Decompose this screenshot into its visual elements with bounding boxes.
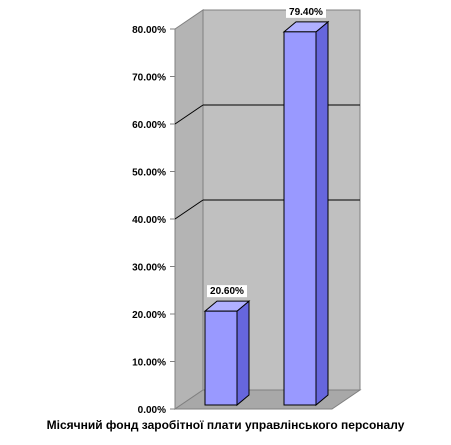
y-tick-label: 20.00% [132,310,166,321]
y-tick-label: 10.00% [132,358,166,369]
data-label-text: 79.40% [289,7,323,18]
bar-front [204,310,238,406]
bars [203,20,330,407]
x-axis-label: Місячний фонд заробітної плати управлінс… [46,418,405,432]
y-axis-ticks: 0.00% 10.00% 20.00% 30.00% 40.00% 50.00% 60.00… [132,25,175,416]
y-tick-label: 80.00% [132,25,166,36]
bar [203,300,251,407]
bar-front [283,31,317,406]
bar-side [315,20,329,407]
data-label: 20.60% [207,285,247,298]
gridline-side [174,199,204,220]
y-tick-label: 60.00% [132,120,166,131]
bar-side [236,300,250,407]
data-label-bg [286,5,326,18]
data-label-text: 20.60% [210,286,244,297]
y-tick-label: 0.00% [138,405,166,416]
gridlines [174,104,360,220]
y-tick-label: 30.00% [132,263,166,274]
data-label-bg [207,285,247,298]
bar [282,20,330,407]
chart-walls [173,9,362,410]
gridline-side [174,104,204,125]
floor [173,389,362,410]
y-tick-label: 50.00% [132,168,166,179]
y-tick-label: 70.00% [132,73,166,84]
y-tick-label: 40.00% [132,215,166,226]
data-label: 79.40% [286,5,326,18]
data-labels: 20.60% 79.40% [207,5,326,298]
